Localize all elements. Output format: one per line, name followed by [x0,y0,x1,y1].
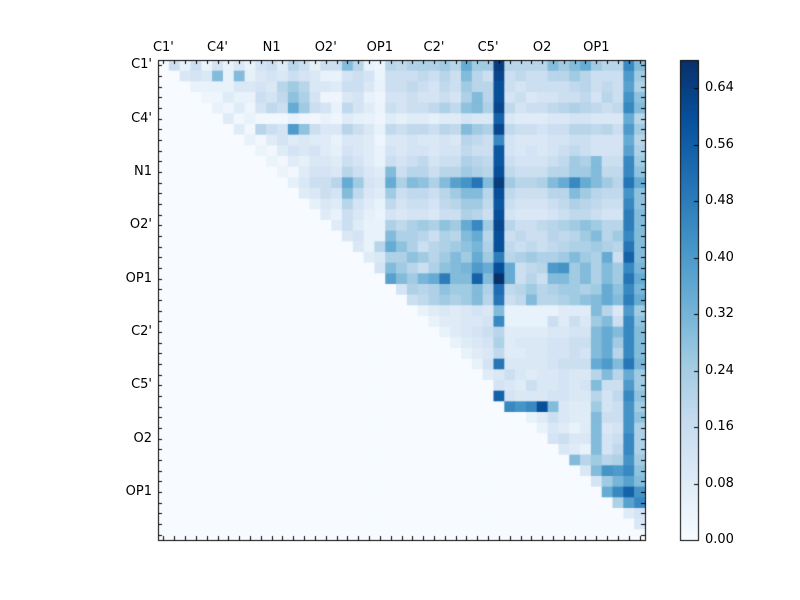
x-tick-label: C2' [423,40,445,55]
colorbar-tick-label: 0.08 [705,475,734,491]
y-tick-label: C1' [131,57,152,73]
y-tick-label: C2' [131,324,152,339]
x-tick-label: C5' [477,40,499,55]
y-tick-label: OP1 [125,484,152,499]
colorbar-tick-label: 0.32 [705,306,734,322]
y-tick-label: O2' [129,217,152,233]
colorbar-tick-label: 0.48 [705,193,734,209]
y-tick-label: N1 [134,164,152,179]
y-tick-label: O2 [133,430,152,446]
x-tick-label: O2' [314,40,337,55]
colorbar-tick-label: 0.56 [705,136,734,152]
y-tick-label: C5' [131,377,152,393]
y-tick-label: OP1 [125,270,152,286]
colorbar-tick-label: 0.00 [705,532,734,547]
colorbar-tick-label: 0.40 [705,249,734,265]
y-tick-label: C4' [131,110,152,126]
colorbar-tick-label: 0.16 [705,419,734,435]
colorbar-tick-label: 0.64 [705,80,734,96]
x-tick-label: OP1 [366,40,394,55]
x-tick-label: OP1 [583,40,610,55]
x-tick-label: N1 [262,40,281,55]
x-tick-label: C4' [207,40,228,55]
x-tick-label: C1' [152,40,174,55]
x-tick-label: O2 [532,40,552,55]
colorbar-tick-label: 0.24 [705,362,734,378]
